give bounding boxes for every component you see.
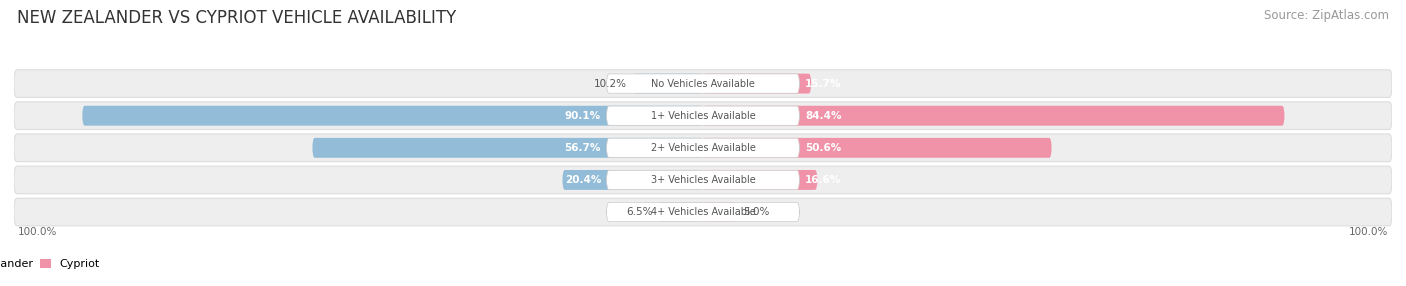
Text: 100.0%: 100.0% xyxy=(1350,227,1389,237)
FancyBboxPatch shape xyxy=(562,170,703,190)
FancyBboxPatch shape xyxy=(606,138,800,158)
Text: 20.4%: 20.4% xyxy=(565,175,600,185)
FancyBboxPatch shape xyxy=(703,202,738,222)
FancyBboxPatch shape xyxy=(312,138,703,158)
Text: 4+ Vehicles Available: 4+ Vehicles Available xyxy=(651,207,755,217)
Text: 5.0%: 5.0% xyxy=(742,207,769,217)
Text: 100.0%: 100.0% xyxy=(17,227,56,237)
FancyBboxPatch shape xyxy=(14,102,1392,130)
Text: 1+ Vehicles Available: 1+ Vehicles Available xyxy=(651,111,755,121)
FancyBboxPatch shape xyxy=(14,134,1392,162)
FancyBboxPatch shape xyxy=(14,166,1392,194)
Text: 15.7%: 15.7% xyxy=(806,79,841,89)
Text: 84.4%: 84.4% xyxy=(806,111,841,121)
Text: 90.1%: 90.1% xyxy=(565,111,600,121)
FancyBboxPatch shape xyxy=(703,138,1052,158)
Legend: New Zealander, Cypriot: New Zealander, Cypriot xyxy=(0,259,100,269)
Text: Source: ZipAtlas.com: Source: ZipAtlas.com xyxy=(1264,9,1389,21)
Text: 56.7%: 56.7% xyxy=(565,143,600,153)
Text: 2+ Vehicles Available: 2+ Vehicles Available xyxy=(651,143,755,153)
FancyBboxPatch shape xyxy=(606,170,800,190)
FancyBboxPatch shape xyxy=(703,170,817,190)
FancyBboxPatch shape xyxy=(606,202,800,222)
Text: 10.2%: 10.2% xyxy=(595,79,627,89)
FancyBboxPatch shape xyxy=(606,74,800,93)
FancyBboxPatch shape xyxy=(703,106,1285,126)
Text: 50.6%: 50.6% xyxy=(806,143,841,153)
FancyBboxPatch shape xyxy=(703,74,811,94)
FancyBboxPatch shape xyxy=(14,198,1392,226)
FancyBboxPatch shape xyxy=(83,106,703,126)
FancyBboxPatch shape xyxy=(633,74,703,94)
Text: 6.5%: 6.5% xyxy=(626,207,652,217)
Text: NEW ZEALANDER VS CYPRIOT VEHICLE AVAILABILITY: NEW ZEALANDER VS CYPRIOT VEHICLE AVAILAB… xyxy=(17,9,456,27)
Text: 16.6%: 16.6% xyxy=(806,175,841,185)
Text: No Vehicles Available: No Vehicles Available xyxy=(651,79,755,89)
FancyBboxPatch shape xyxy=(658,202,703,222)
Text: 3+ Vehicles Available: 3+ Vehicles Available xyxy=(651,175,755,185)
FancyBboxPatch shape xyxy=(606,106,800,125)
FancyBboxPatch shape xyxy=(14,70,1392,98)
